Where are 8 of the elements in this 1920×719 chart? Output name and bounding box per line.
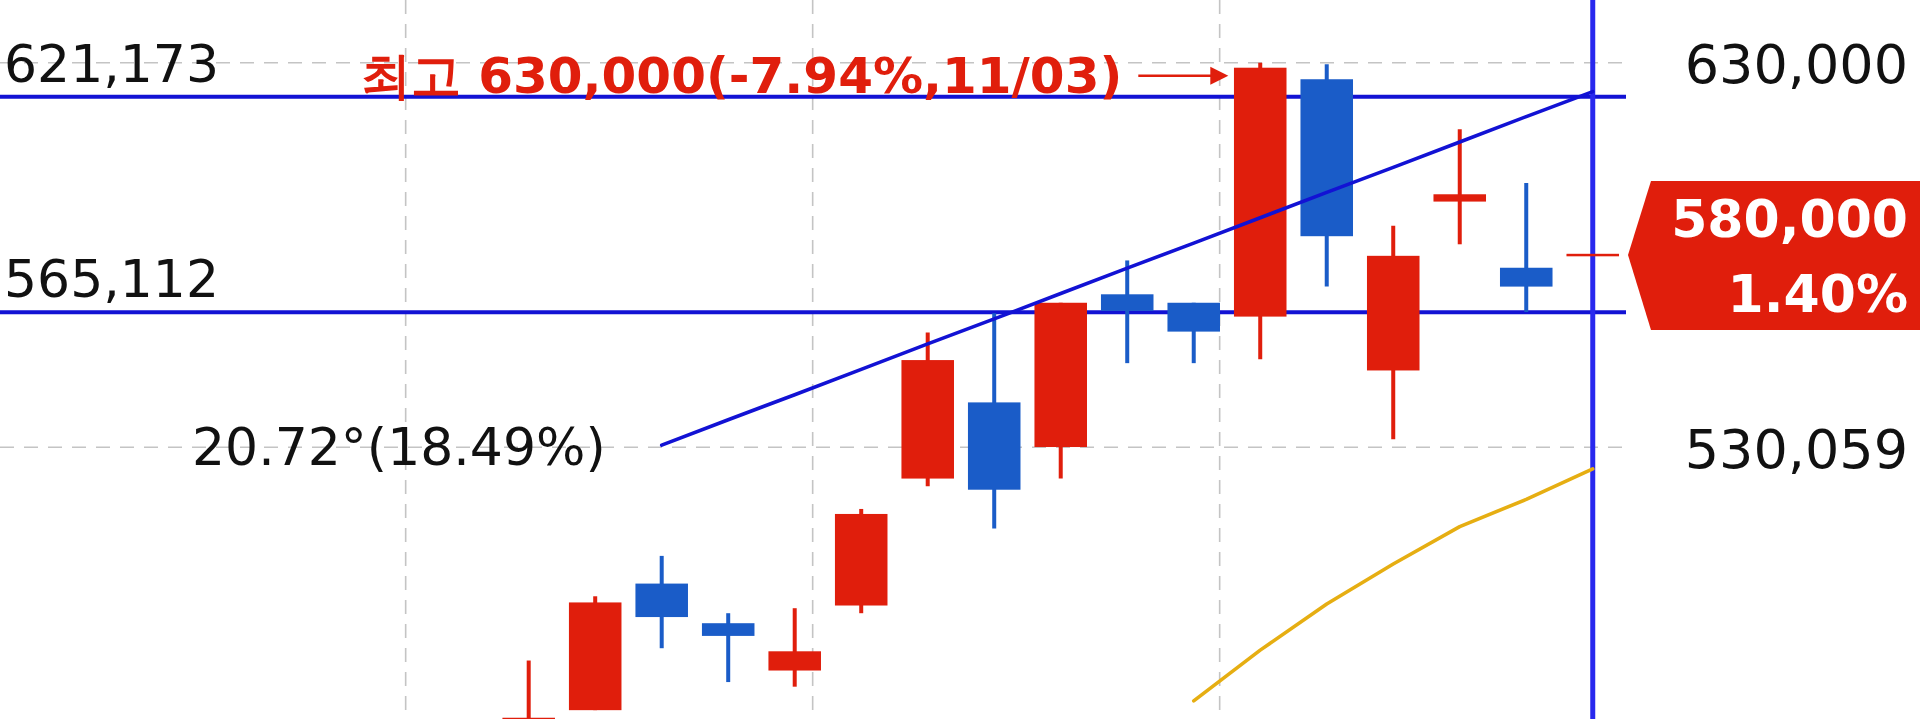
annotation: 1.40%: [1727, 264, 1908, 325]
ref-label: 565,112: [4, 249, 220, 310]
annotation: 최고 630,000(-7.94%,11/03): [360, 46, 1123, 105]
annotation: 580,000: [1671, 189, 1908, 250]
y-tick-label: 530,059: [1684, 417, 1908, 481]
y-tick-label: 630,000: [1684, 33, 1908, 97]
annotation: 20.72°(18.49%): [192, 417, 606, 478]
ref-label: 621,173: [4, 33, 220, 94]
